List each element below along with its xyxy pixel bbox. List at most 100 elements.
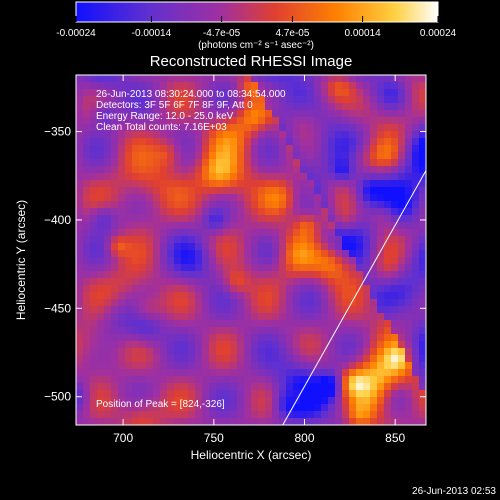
heatmap-cell: [237, 285, 245, 293]
heatmap-cell: [384, 383, 392, 391]
heatmap-cell: [83, 418, 91, 425]
heatmap-cell: [419, 138, 426, 146]
heatmap-cell: [216, 285, 224, 293]
heatmap-cell: [321, 250, 329, 258]
heatmap-cell: [230, 327, 238, 335]
heatmap-cell: [146, 362, 154, 370]
heatmap-cell: [111, 278, 119, 286]
heatmap-cell: [258, 138, 266, 146]
heatmap-cell: [237, 327, 245, 335]
heatmap-cell: [174, 145, 182, 153]
heatmap-cell: [97, 369, 105, 377]
heatmap-cell: [377, 166, 385, 174]
heatmap-cell: [202, 404, 210, 412]
heatmap-cell: [370, 306, 378, 314]
heatmap-cell: [356, 124, 364, 132]
heatmap-cell: [223, 166, 231, 174]
heatmap-cell: [153, 383, 161, 391]
heatmap-cell: [139, 418, 147, 425]
heatmap-cell: [398, 222, 406, 230]
heatmap-cell: [160, 369, 168, 377]
heatmap-cell: [167, 89, 175, 97]
heatmap-cell: [370, 166, 378, 174]
heatmap-cell: [167, 117, 175, 125]
heatmap-cell: [160, 348, 168, 356]
heatmap-cell: [202, 257, 210, 265]
heatmap-cell: [265, 173, 273, 181]
heatmap-cell: [279, 145, 287, 153]
heatmap-cell: [97, 390, 105, 398]
heatmap-cell: [363, 334, 371, 342]
heatmap-cell: [174, 418, 182, 425]
heatmap-cell: [272, 348, 280, 356]
heatmap-cell: [342, 404, 350, 412]
heatmap-cell: [335, 159, 343, 167]
heatmap-cell: [174, 278, 182, 286]
heatmap-cell: [237, 229, 245, 237]
heatmap-cell: [230, 159, 238, 167]
heatmap-cell: [181, 390, 189, 398]
heatmap-cell: [209, 397, 217, 405]
heatmap-cell: [188, 390, 196, 398]
heatmap-cell: [251, 285, 259, 293]
heatmap-cell: [251, 418, 259, 425]
heatmap-cell: [356, 362, 364, 370]
heatmap-cell: [216, 208, 224, 216]
heatmap-cell: [349, 215, 357, 223]
heatmap-cell: [202, 201, 210, 209]
heatmap-cell: [244, 397, 252, 405]
heatmap-cell: [90, 89, 98, 97]
heatmap-cell: [146, 166, 154, 174]
heatmap-cell: [412, 264, 420, 272]
heatmap-cell: [370, 404, 378, 412]
heatmap-cell: [167, 348, 175, 356]
y-tick-label: −500: [44, 390, 71, 404]
heatmap-cell: [230, 383, 238, 391]
heatmap-cell: [111, 187, 119, 195]
heatmap-cell: [76, 306, 84, 314]
heatmap-cell: [349, 229, 357, 237]
heatmap-cell: [111, 243, 119, 251]
heatmap-cell: [279, 376, 287, 384]
heatmap-cell: [377, 103, 385, 111]
heatmap-cell: [286, 355, 294, 363]
heatmap-cell: [188, 411, 196, 419]
heatmap-cell: [153, 418, 161, 425]
heatmap-cell: [391, 82, 399, 90]
heatmap-cell: [139, 152, 147, 160]
heatmap-cell: [83, 348, 91, 356]
heatmap-cell: [293, 145, 301, 153]
heatmap-cell: [363, 159, 371, 167]
heatmap-cell: [216, 334, 224, 342]
heatmap-cell: [223, 124, 231, 132]
heatmap-cell: [104, 306, 112, 314]
heatmap-cell: [258, 313, 266, 321]
heatmap-cell: [412, 390, 420, 398]
heatmap-cell: [97, 201, 105, 209]
heatmap-cell: [314, 313, 322, 321]
heatmap-cell: [90, 215, 98, 223]
heatmap-cell: [398, 166, 406, 174]
heatmap-cell: [279, 89, 287, 97]
heatmap-cell: [223, 257, 231, 265]
heatmap-cell: [230, 166, 238, 174]
heatmap-cell: [223, 145, 231, 153]
heatmap-cell: [153, 236, 161, 244]
heatmap-cell: [223, 194, 231, 202]
heatmap-cell: [97, 194, 105, 202]
heatmap-cell: [195, 250, 203, 258]
heatmap-cell: [188, 145, 196, 153]
heatmap-cell: [90, 229, 98, 237]
heatmap-cell: [153, 299, 161, 307]
heatmap-cell: [153, 138, 161, 146]
heatmap-cell: [139, 299, 147, 307]
heatmap-cell: [230, 236, 238, 244]
heatmap-cell: [258, 348, 266, 356]
heatmap-cell: [216, 173, 224, 181]
heatmap-cell: [139, 341, 147, 349]
heatmap-cell: [265, 397, 273, 405]
heatmap-cell: [398, 257, 406, 265]
heatmap-cell: [377, 236, 385, 244]
heatmap-cell: [363, 236, 371, 244]
heatmap-cell: [181, 334, 189, 342]
